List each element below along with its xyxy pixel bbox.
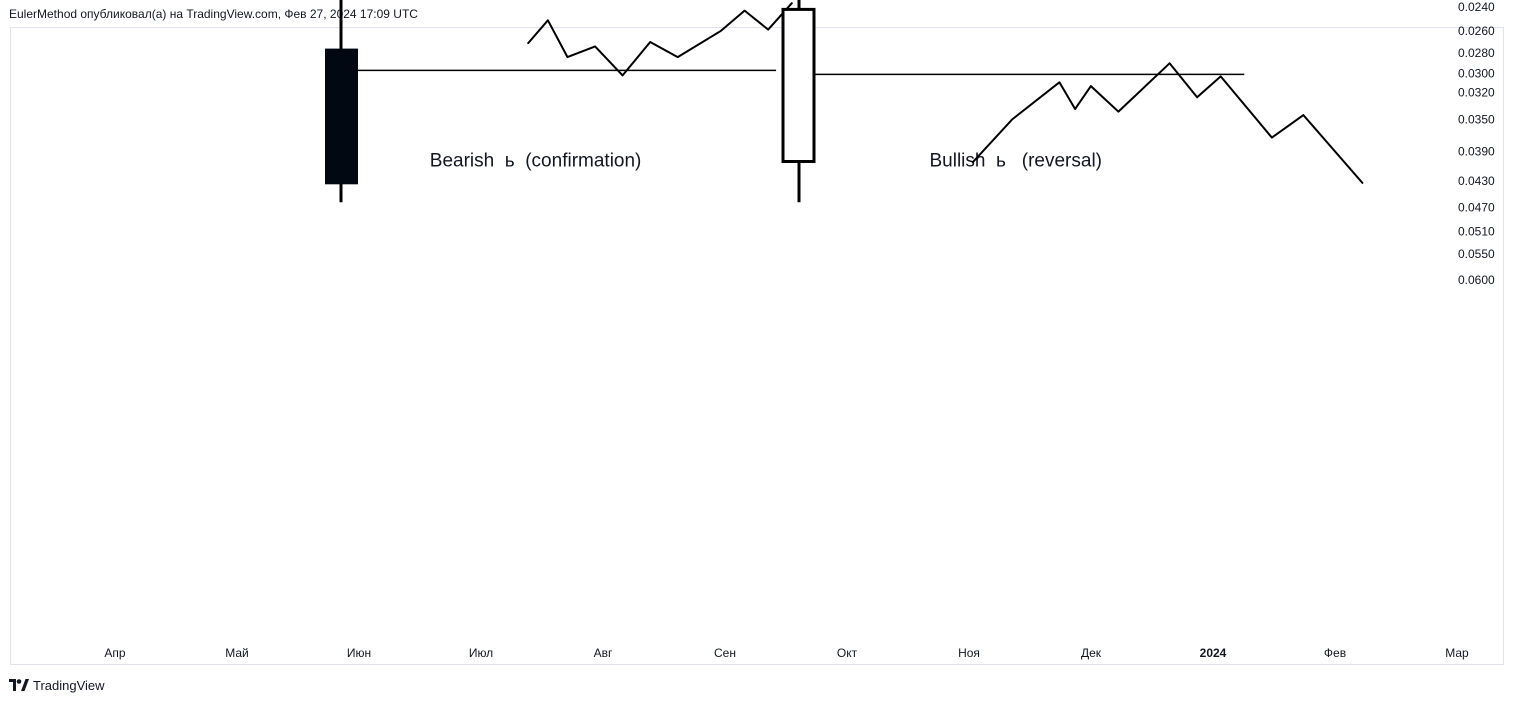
chart-annotation: Bearish ь (confirmation)	[430, 151, 642, 172]
tradingview-footer[interactable]: TradingView	[9, 676, 105, 694]
time-axis-tick: Фев	[1324, 646, 1346, 660]
price-axis-tick: 0.0240	[1458, 0, 1495, 14]
candle-body	[781, 7, 816, 164]
publish-attribution: EulerMethod опубликовал(а) на TradingVie…	[9, 7, 418, 21]
vp-panel-2	[781, 0, 1364, 203]
price-axis-tick: 0.0280	[1458, 46, 1495, 60]
time-axis-tick: 2024	[1200, 646, 1227, 660]
time-axis-tick: Авг	[594, 646, 613, 660]
price-path	[527, 2, 793, 77]
tradingview-logo-icon	[9, 679, 29, 691]
candle-body	[325, 48, 358, 185]
price-axis-tick: 0.0390	[1458, 145, 1495, 159]
price-axis-tick: 0.0260	[1458, 24, 1495, 38]
time-axis-tick: Июн	[347, 646, 371, 660]
price-path	[971, 62, 1364, 184]
price-axis-tick: 0.0470	[1458, 200, 1495, 214]
time-axis-tick: Май	[225, 646, 249, 660]
price-axis-tick: 0.0320	[1458, 86, 1495, 100]
time-axis-tick: Окт	[837, 646, 858, 660]
time-axis-tick: Мар	[1445, 646, 1469, 660]
chart-frame	[10, 27, 1504, 665]
time-axis-tick: Июл	[469, 646, 493, 660]
vp-panel-1	[325, 0, 793, 203]
time-axis-tick: Ноя	[958, 646, 980, 660]
price-axis-tick: 0.0300	[1458, 66, 1495, 80]
tradingview-brand-label: TradingView	[33, 677, 105, 693]
time-axis-tick: Апр	[104, 646, 126, 660]
chart-annotation: Bullish ь (reversal)	[930, 151, 1103, 172]
time-axis-tick: Сен	[714, 646, 736, 660]
price-axis-tick: 0.0430	[1458, 174, 1495, 188]
time-axis-tick: Дек	[1081, 646, 1102, 660]
price-axis-tick: 0.0350	[1458, 112, 1495, 126]
price-axis-tick: 0.0510	[1458, 225, 1495, 239]
price-axis-tick: 0.0600	[1458, 273, 1495, 287]
price-axis-tick: 0.0550	[1458, 247, 1495, 261]
